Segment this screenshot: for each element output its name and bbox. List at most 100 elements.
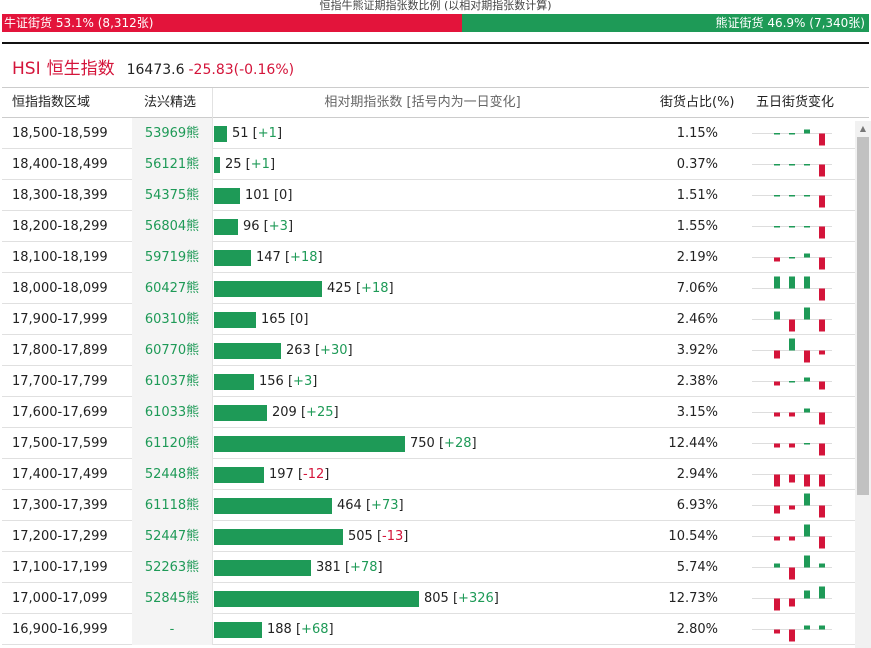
- count-bar: [214, 126, 227, 142]
- ratio-value: 1.15%: [676, 126, 718, 141]
- count-bar: [214, 591, 419, 607]
- header-ratio: 街货占比(%): [660, 95, 735, 110]
- count-bar: [214, 560, 311, 576]
- table-row: 18,100-18,199 59719熊 147 [+18] 2.19%: [2, 242, 856, 273]
- daily-change: +1: [257, 126, 277, 141]
- warrant-code-link[interactable]: 60310熊: [132, 304, 212, 335]
- table-row: 18,200-18,299 56804熊 96 [+3] 1.55%: [2, 211, 856, 242]
- count-number: 505: [348, 529, 373, 544]
- table-row: 17,900-17,999 60310熊 165 [0] 2.46%: [2, 304, 856, 335]
- sparkline-bar: [774, 505, 780, 514]
- delta-open-bracket: [: [351, 281, 362, 296]
- warrant-code-link[interactable]: 52447熊: [132, 521, 212, 552]
- warrant-code-link[interactable]: -: [132, 614, 212, 645]
- count-cell: 464 [+73]: [212, 490, 657, 521]
- table-row: 17,100-17,199 52263熊 381 [+78] 5.74%: [2, 552, 856, 583]
- five-day-change-sparkline: [752, 524, 832, 549]
- daily-change: 0: [295, 312, 304, 327]
- sparkline-bar: [804, 590, 810, 599]
- index-range: 17,400-17,499: [12, 467, 108, 482]
- count-bar: [214, 250, 251, 266]
- daily-change: 0: [279, 188, 288, 203]
- section-divider: [2, 87, 869, 88]
- index-name[interactable]: 恒生指数: [46, 59, 115, 79]
- scrollbar-thumb[interactable]: [857, 137, 869, 495]
- sparkline-bar: [819, 536, 825, 549]
- five-day-change-sparkline: [752, 129, 832, 146]
- five-day-change-sparkline: [752, 338, 832, 363]
- sparkline-bar: [789, 226, 795, 228]
- warrant-code-link[interactable]: 52448熊: [132, 459, 212, 490]
- five-day-change-sparkline: [752, 555, 832, 580]
- warrant-code-link[interactable]: 53969熊: [132, 118, 212, 149]
- ratio-value: 0.37%: [676, 157, 718, 172]
- sparkline-bar: [774, 164, 780, 166]
- count-cell: 750 [+28]: [212, 428, 657, 459]
- warrant-code-link[interactable]: 61037熊: [132, 366, 212, 397]
- index-code[interactable]: HSI: [12, 59, 41, 79]
- sparkline-bar: [804, 307, 810, 320]
- scroll-up-arrow-icon[interactable]: ▲: [859, 124, 867, 133]
- delta-close-bracket: ]: [377, 560, 383, 575]
- warrant-code-link[interactable]: 52845熊: [132, 583, 212, 614]
- table-row: 18,000-18,099 60427熊 425 [+18] 7.06%: [2, 273, 856, 304]
- index-range: 18,000-18,099: [12, 281, 108, 296]
- count-cell: 96 [+3]: [212, 211, 657, 242]
- index-range: 18,400-18,499: [12, 157, 108, 172]
- warrant-code-link[interactable]: 61118熊: [132, 490, 212, 521]
- sparkline-bar: [804, 276, 810, 289]
- sparkline-bar: [789, 505, 795, 510]
- daily-change: +3: [268, 219, 288, 234]
- warrant-code-link[interactable]: 60427熊: [132, 273, 212, 304]
- warrant-code-link[interactable]: 60770熊: [132, 335, 212, 366]
- sparkline-bar: [804, 474, 810, 487]
- count-value: 425 [+18]: [327, 273, 394, 304]
- count-cell: 156 [+3]: [212, 366, 657, 397]
- index-range: 17,800-17,899: [12, 343, 108, 358]
- count-value: 165 [0]: [261, 304, 308, 335]
- delta-close-bracket: ]: [403, 529, 409, 544]
- count-number: 425: [327, 281, 352, 296]
- warrant-code-link[interactable]: 61033熊: [132, 397, 212, 428]
- warrant-code-link[interactable]: 54375熊: [132, 180, 212, 211]
- vertical-scrollbar[interactable]: ▲: [855, 121, 871, 648]
- index-range: 17,000-17,099: [12, 591, 108, 606]
- count-cell: 505 [-13]: [212, 521, 657, 552]
- warrant-code-link[interactable]: 59719熊: [132, 242, 212, 273]
- warrant-code-link[interactable]: 56804熊: [132, 211, 212, 242]
- sparkline-bar: [789, 412, 795, 417]
- count-value: 209 [+25]: [272, 397, 339, 428]
- five-day-change-sparkline: [752, 493, 832, 518]
- count-cell: 381 [+78]: [212, 552, 657, 583]
- table-row: 17,700-17,799 61037熊 156 [+3] 2.38%: [2, 366, 856, 397]
- warrant-code-link[interactable]: 61120熊: [132, 428, 212, 459]
- count-number: 197: [269, 467, 294, 482]
- warrant-code-link[interactable]: 52263熊: [132, 552, 212, 583]
- daily-change: +78: [350, 560, 378, 575]
- sparkline-bar: [774, 443, 780, 448]
- sparkline-bar: [804, 164, 810, 166]
- sparkline-bar: [774, 311, 780, 320]
- bull-ratio-segment: 牛证街货 53.1% (8,312张): [2, 14, 463, 32]
- warrant-code-link[interactable]: 56121熊: [132, 149, 212, 180]
- delta-open-bracket: [: [293, 467, 304, 482]
- sparkline-bar: [789, 474, 795, 483]
- count-number: 381: [316, 560, 341, 575]
- sparkline-bar: [804, 226, 810, 228]
- delta-open-bracket: [: [291, 622, 302, 637]
- sparkline-bar: [804, 195, 810, 197]
- ratio-value: 1.51%: [676, 188, 718, 203]
- ratio-value: 2.94%: [676, 467, 718, 482]
- sparkline-bar: [819, 381, 825, 390]
- five-day-change-sparkline: [752, 195, 832, 208]
- five-day-change-sparkline: [752, 253, 832, 270]
- sparkline-bar: [819, 226, 825, 239]
- sparkline-bar: [789, 598, 795, 607]
- table-row: 17,400-17,499 52448熊 197 [-12] 2.94%: [2, 459, 856, 490]
- delta-open-bracket: [: [340, 560, 351, 575]
- index-range: 17,900-17,999: [12, 312, 108, 327]
- sparkline-bar: [804, 555, 810, 568]
- daily-change: +1: [250, 157, 270, 172]
- ratio-value: 1.55%: [676, 219, 718, 234]
- ratio-value: 12.73%: [668, 591, 718, 606]
